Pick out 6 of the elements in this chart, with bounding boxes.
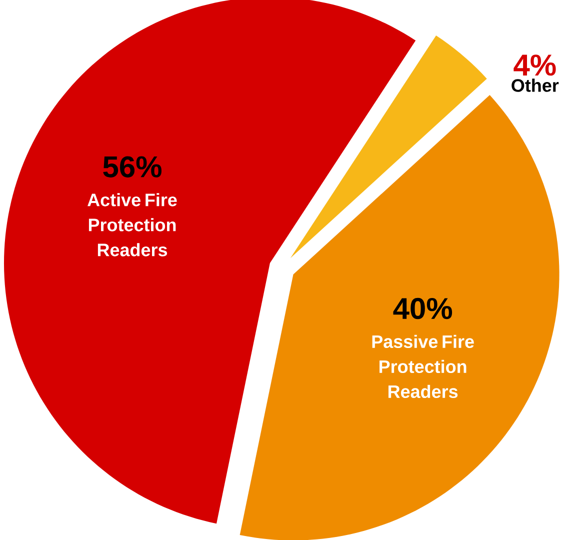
- data-label: 40%: [393, 298, 452, 320]
- slice-label: Passive Fire Protection Readers: [372, 334, 474, 398]
- slice-label: Other: [512, 78, 559, 92]
- data-label: 56%: [103, 156, 162, 178]
- slice-label: Active Fire Protection Readers: [88, 193, 177, 256]
- data-label: 4%: [514, 54, 556, 76]
